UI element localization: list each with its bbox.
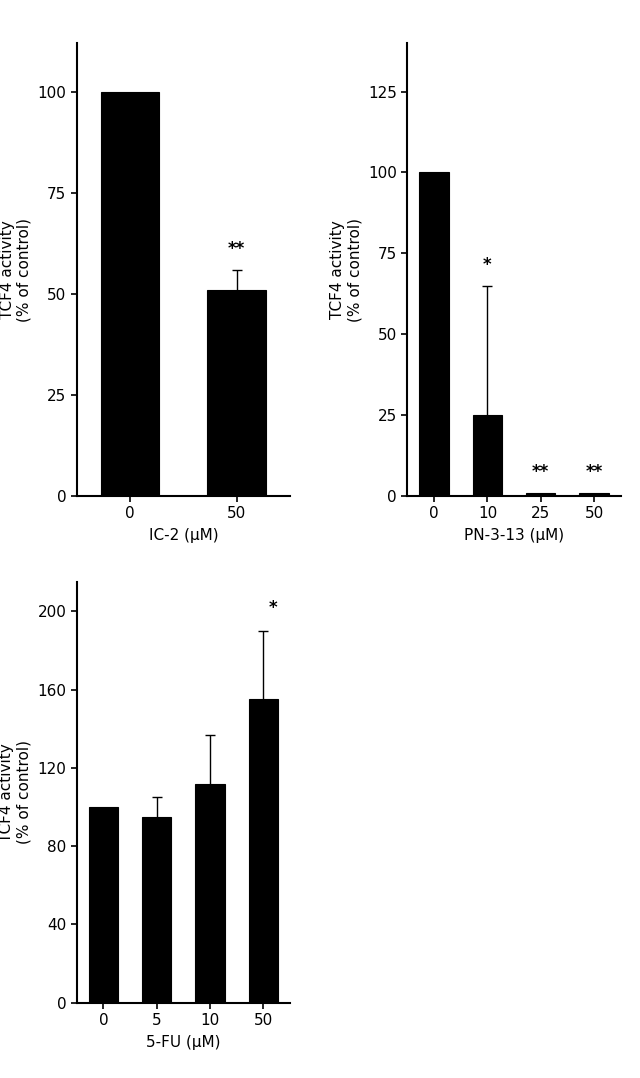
Bar [579, 493, 609, 496]
Bar [101, 92, 159, 496]
X-axis label: IC-2 (μM): IC-2 (μM) [148, 528, 218, 543]
X-axis label: PN-3-13 (μM): PN-3-13 (μM) [464, 528, 564, 543]
Bar [249, 700, 278, 1003]
Text: *: * [483, 257, 492, 275]
Bar [473, 415, 502, 496]
Text: *: * [269, 599, 277, 617]
Y-axis label: TCF4 activity
(% of control): TCF4 activity (% of control) [330, 218, 363, 321]
Text: **: ** [586, 464, 603, 481]
Text: **: ** [228, 240, 245, 259]
X-axis label: 5-FU (μM): 5-FU (μM) [146, 1035, 221, 1050]
Y-axis label: TCF4 activity
(% of control): TCF4 activity (% of control) [0, 218, 32, 321]
Bar [89, 807, 118, 1003]
Text: **: ** [532, 464, 549, 481]
Bar [207, 290, 266, 496]
Bar [195, 784, 225, 1003]
Bar [419, 172, 449, 496]
Bar [142, 817, 172, 1003]
Y-axis label: TCF4 activity
(% of control): TCF4 activity (% of control) [0, 741, 32, 844]
Bar [526, 493, 556, 496]
